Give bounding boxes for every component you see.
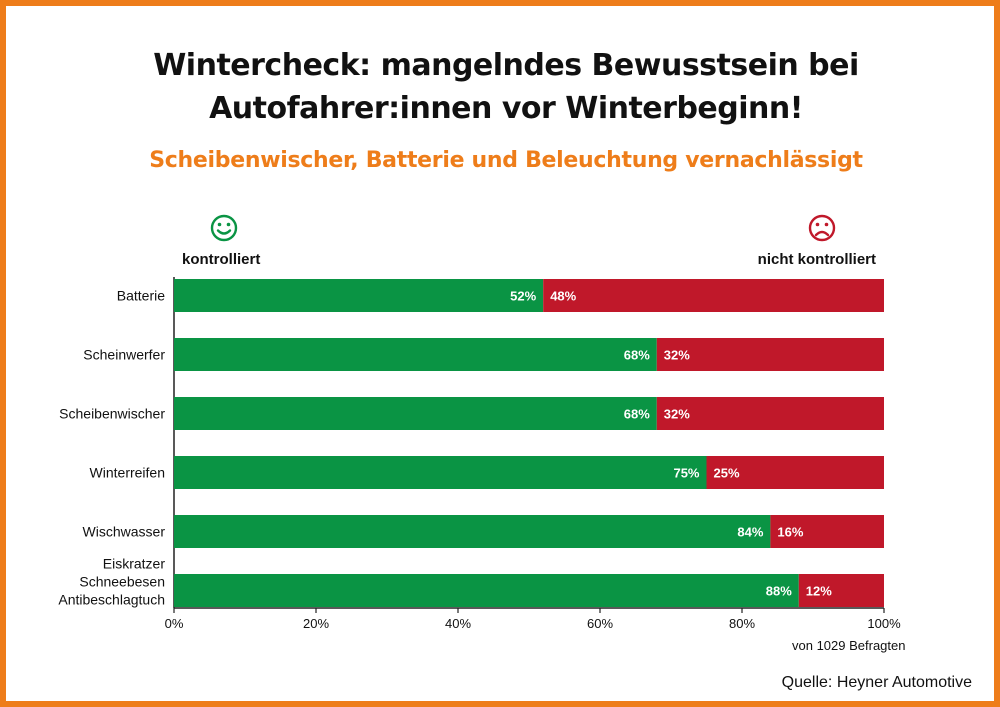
- data-label-nicht-kontrolliert: 25%: [714, 466, 740, 481]
- category-label: Schneebesen: [79, 574, 165, 590]
- data-label-kontrolliert: 84%: [737, 525, 763, 540]
- x-tick-label: 40%: [445, 616, 471, 631]
- category-label: Winterreifen: [90, 465, 165, 481]
- smiley-happy-icon: [210, 214, 238, 242]
- x-tick-label: 80%: [729, 616, 755, 631]
- data-label-nicht-kontrolliert: 48%: [550, 289, 576, 304]
- data-label-kontrolliert: 68%: [624, 348, 650, 363]
- x-tick-label: 20%: [303, 616, 329, 631]
- bar-kontrolliert: [174, 338, 657, 371]
- bar-kontrolliert: [174, 397, 657, 430]
- bar-kontrolliert: [174, 279, 544, 312]
- category-label: Scheinwerfer: [83, 347, 165, 363]
- data-label-nicht-kontrolliert: 32%: [664, 348, 690, 363]
- chart-title: Wintercheck: mangelndes Bewusstsein bei …: [6, 44, 1000, 130]
- bar-nicht-kontrolliert: [656, 338, 884, 371]
- source-label: Quelle: Heyner Automotive: [781, 674, 972, 691]
- category-label: Eiskratzer: [103, 556, 166, 572]
- category-label: Scheibenwischer: [59, 406, 165, 422]
- bar-nicht-kontrolliert: [798, 574, 884, 607]
- x-tick-label: 100%: [867, 616, 901, 631]
- data-label-kontrolliert: 68%: [624, 407, 650, 422]
- bar-nicht-kontrolliert: [770, 515, 884, 548]
- data-label-nicht-kontrolliert: 32%: [664, 407, 690, 422]
- bar-kontrolliert: [174, 456, 707, 489]
- bar-kontrolliert: [174, 574, 799, 607]
- category-label: Antibeschlagtuch: [58, 592, 165, 608]
- legend-negative-label: nicht kontrolliert: [757, 251, 876, 268]
- bar-kontrolliert: [174, 515, 771, 548]
- sample-note: von 1029 Befragten: [792, 638, 906, 653]
- chart-title-line-1: Wintercheck: mangelndes Bewusstsein bei: [153, 48, 859, 83]
- smiley-sad-icon: [808, 214, 836, 242]
- category-label: Batterie: [117, 288, 165, 304]
- bar-nicht-kontrolliert: [543, 279, 884, 312]
- bar-nicht-kontrolliert: [706, 456, 884, 489]
- data-label-kontrolliert: 88%: [766, 584, 792, 599]
- chart-title-line-2: Autofahrer:innen vor Winterbeginn!: [209, 91, 803, 126]
- data-label-kontrolliert: 52%: [510, 289, 536, 304]
- data-label-nicht-kontrolliert: 12%: [806, 584, 832, 599]
- x-tick-label: 0%: [165, 616, 184, 631]
- chart-subtitle: Scheibenwischer, Batterie und Beleuchtun…: [149, 148, 863, 173]
- bar-nicht-kontrolliert: [656, 397, 884, 430]
- category-label: Wischwasser: [83, 524, 166, 540]
- x-tick-label: 60%: [587, 616, 613, 631]
- legend-positive-label: kontrolliert: [182, 251, 261, 268]
- data-label-nicht-kontrolliert: 16%: [777, 525, 803, 540]
- data-label-kontrolliert: 75%: [673, 466, 699, 481]
